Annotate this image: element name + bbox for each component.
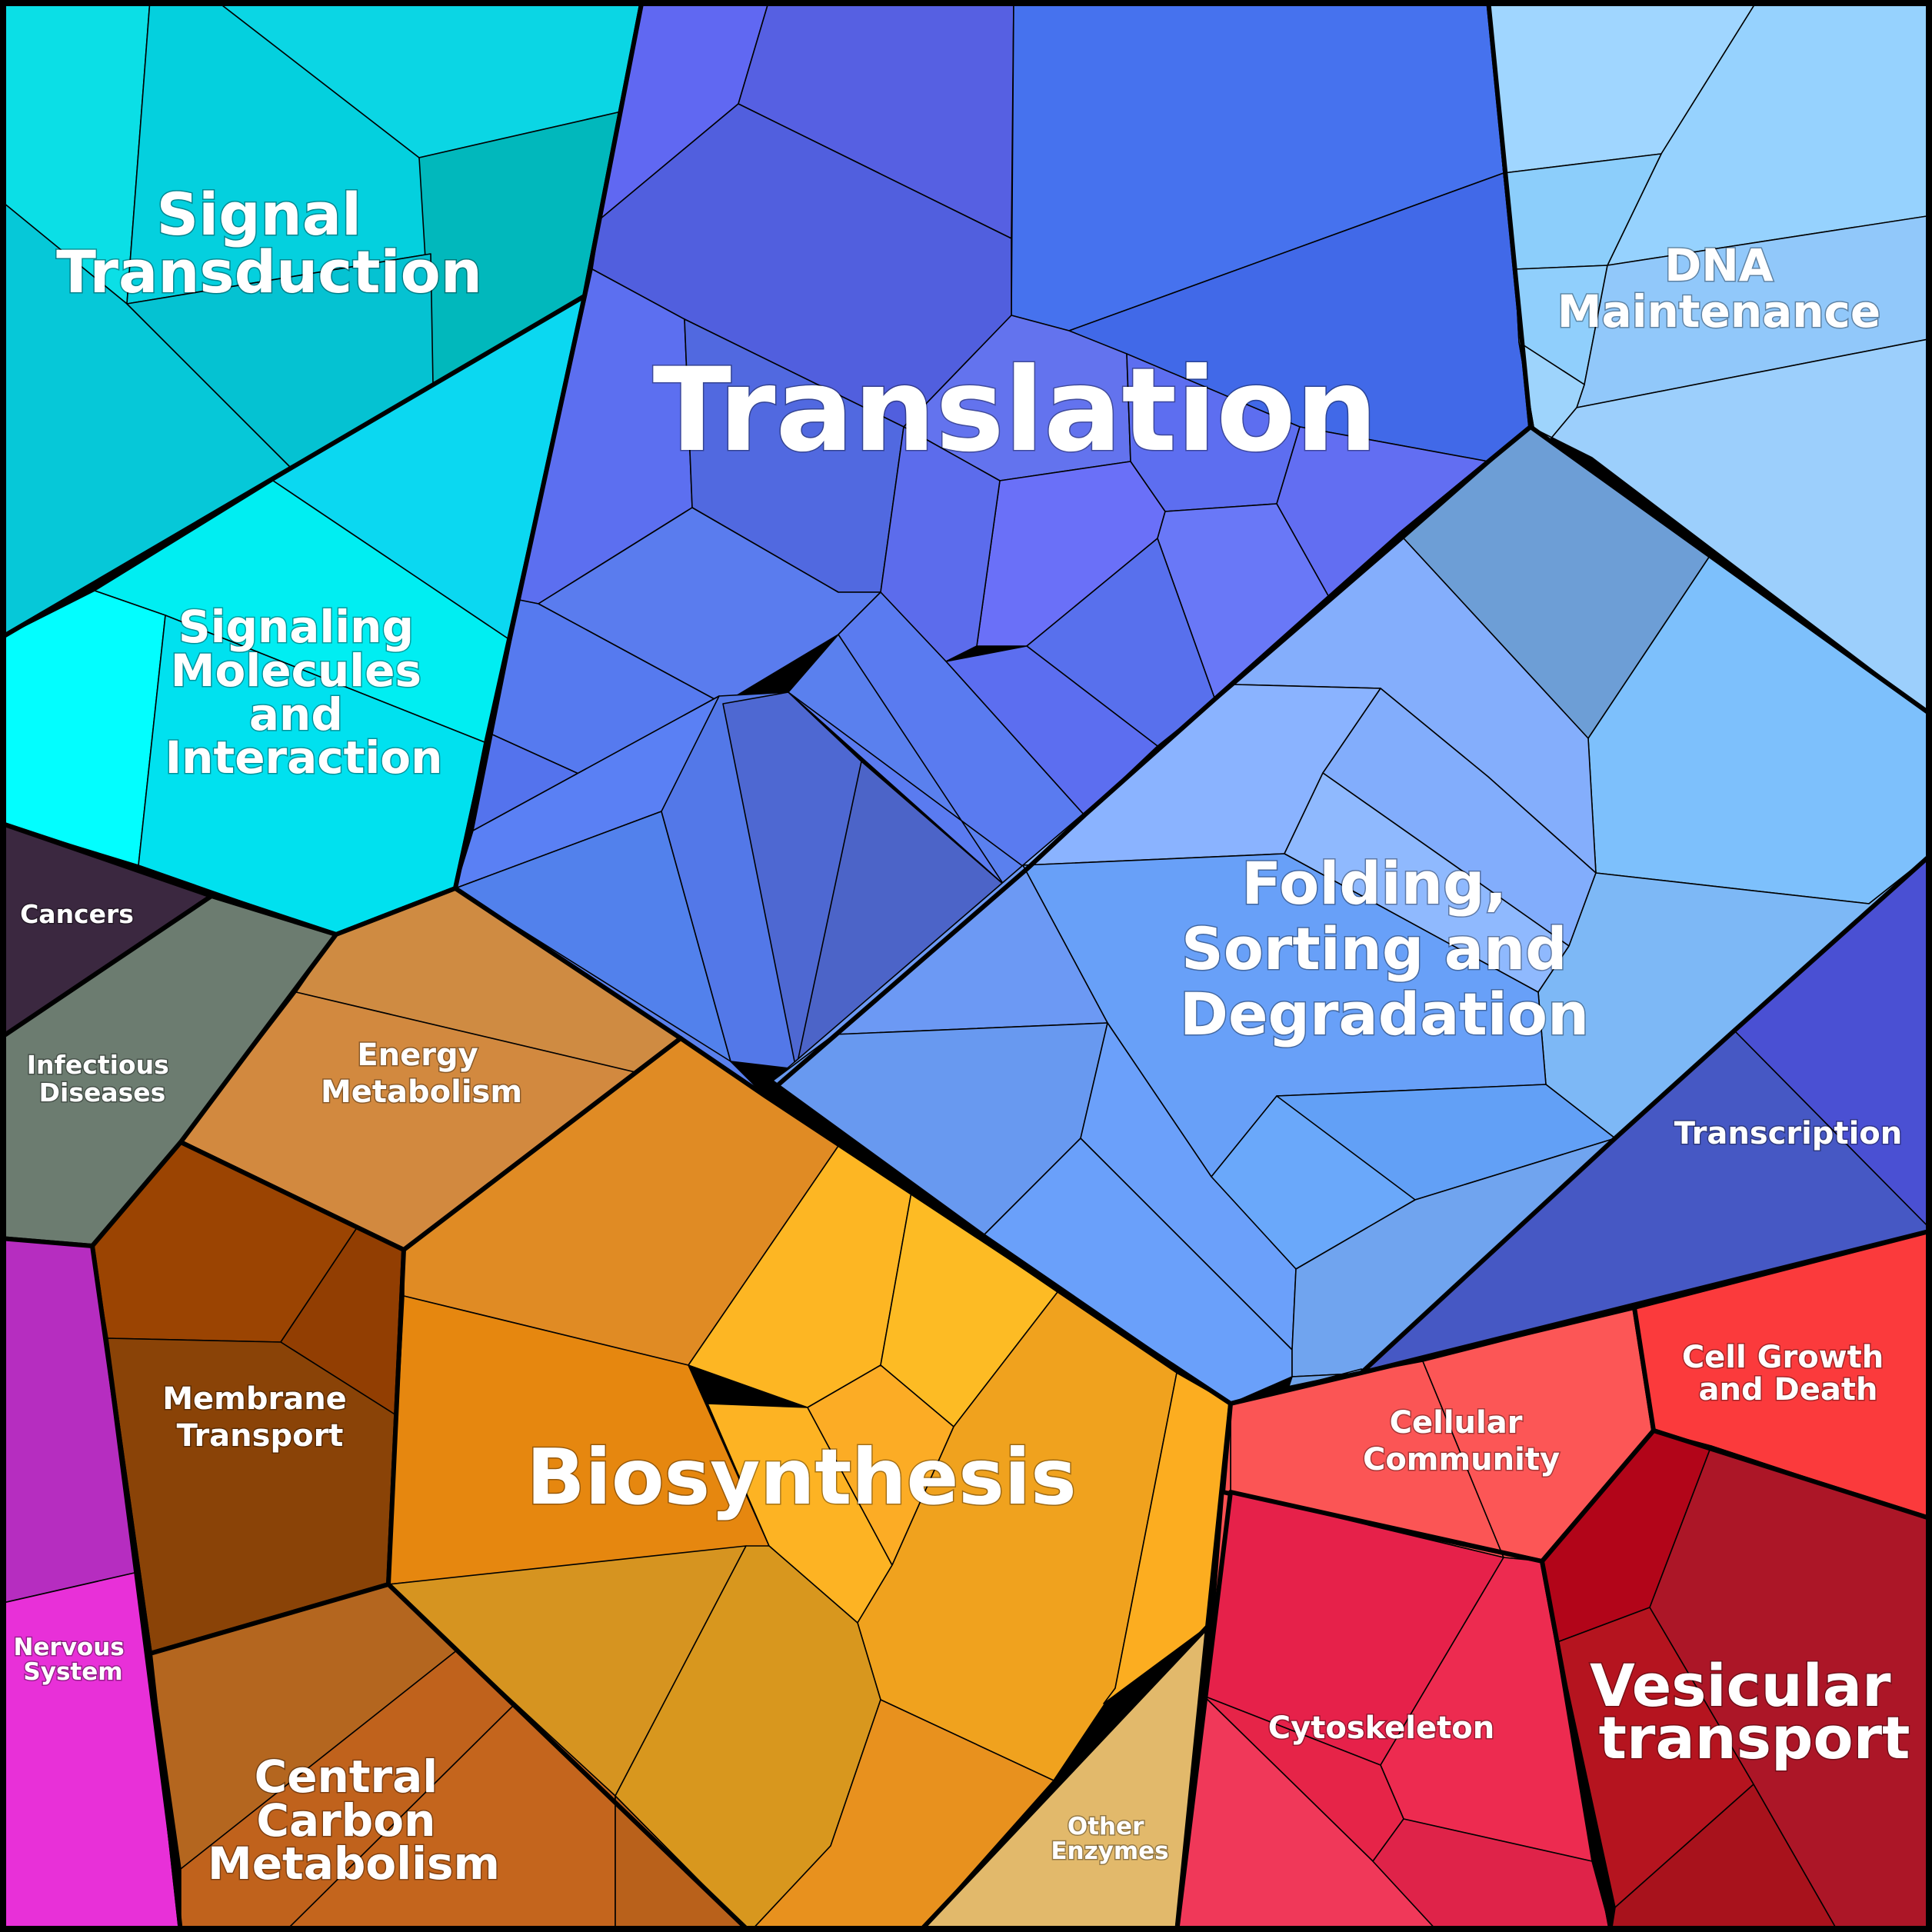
- label-cancers: Cancers: [20, 899, 134, 929]
- label-cellular-community: Cellular Community: [1363, 1405, 1560, 1477]
- region-biosynthesis: [386, 1036, 1233, 1932]
- label-cytoskeleton: Cytoskeleton: [1268, 1710, 1494, 1746]
- label-infectious-diseases: Infectious Diseases: [27, 1050, 178, 1108]
- region-transcription: [1359, 851, 1932, 1375]
- region-dna-maintenance: [1486, 0, 1932, 718]
- region-central-carbon: [148, 1582, 752, 1932]
- label-membrane-transport: Membrane Transport: [162, 1381, 358, 1454]
- region-cytoskeleton: [1174, 1490, 1614, 1932]
- region-vesicular-transport: [1540, 1428, 1932, 1932]
- label-nervous-system: Nervous System: [13, 1634, 132, 1686]
- region-membrane-transport: [90, 1140, 406, 1656]
- region-nervous-system: [0, 1236, 183, 1932]
- region-energy-metabolism: [178, 886, 683, 1252]
- label-transcription: Transcription: [1674, 1116, 1902, 1151]
- label-vesicular-transport: Vesicular transport: [1590, 1651, 1911, 1772]
- region-other-enzymes: [917, 1624, 1210, 1932]
- label-energy-metabolism: Energy Metabolism: [321, 1038, 522, 1110]
- region-translation: [453, 0, 1533, 1098]
- label-biosynthesis: Biosynthesis: [526, 1432, 1076, 1522]
- label-central-carbon: Central Carbon Metabolism: [208, 1750, 500, 1890]
- label-folding: Folding, Sorting and Degradation: [1180, 849, 1589, 1048]
- label-other-enzymes: Other Enzymes: [1051, 1813, 1168, 1865]
- label-signaling-molecules: Signaling Molecules and Interaction: [165, 601, 443, 784]
- label-cell-growth: Cell Growth and Death: [1682, 1340, 1894, 1407]
- label-translation: Translation: [653, 344, 1378, 478]
- label-dna-maintenance: DNA Maintenance: [1557, 239, 1881, 338]
- label-signal-transduction: Signal Transduction: [56, 180, 482, 306]
